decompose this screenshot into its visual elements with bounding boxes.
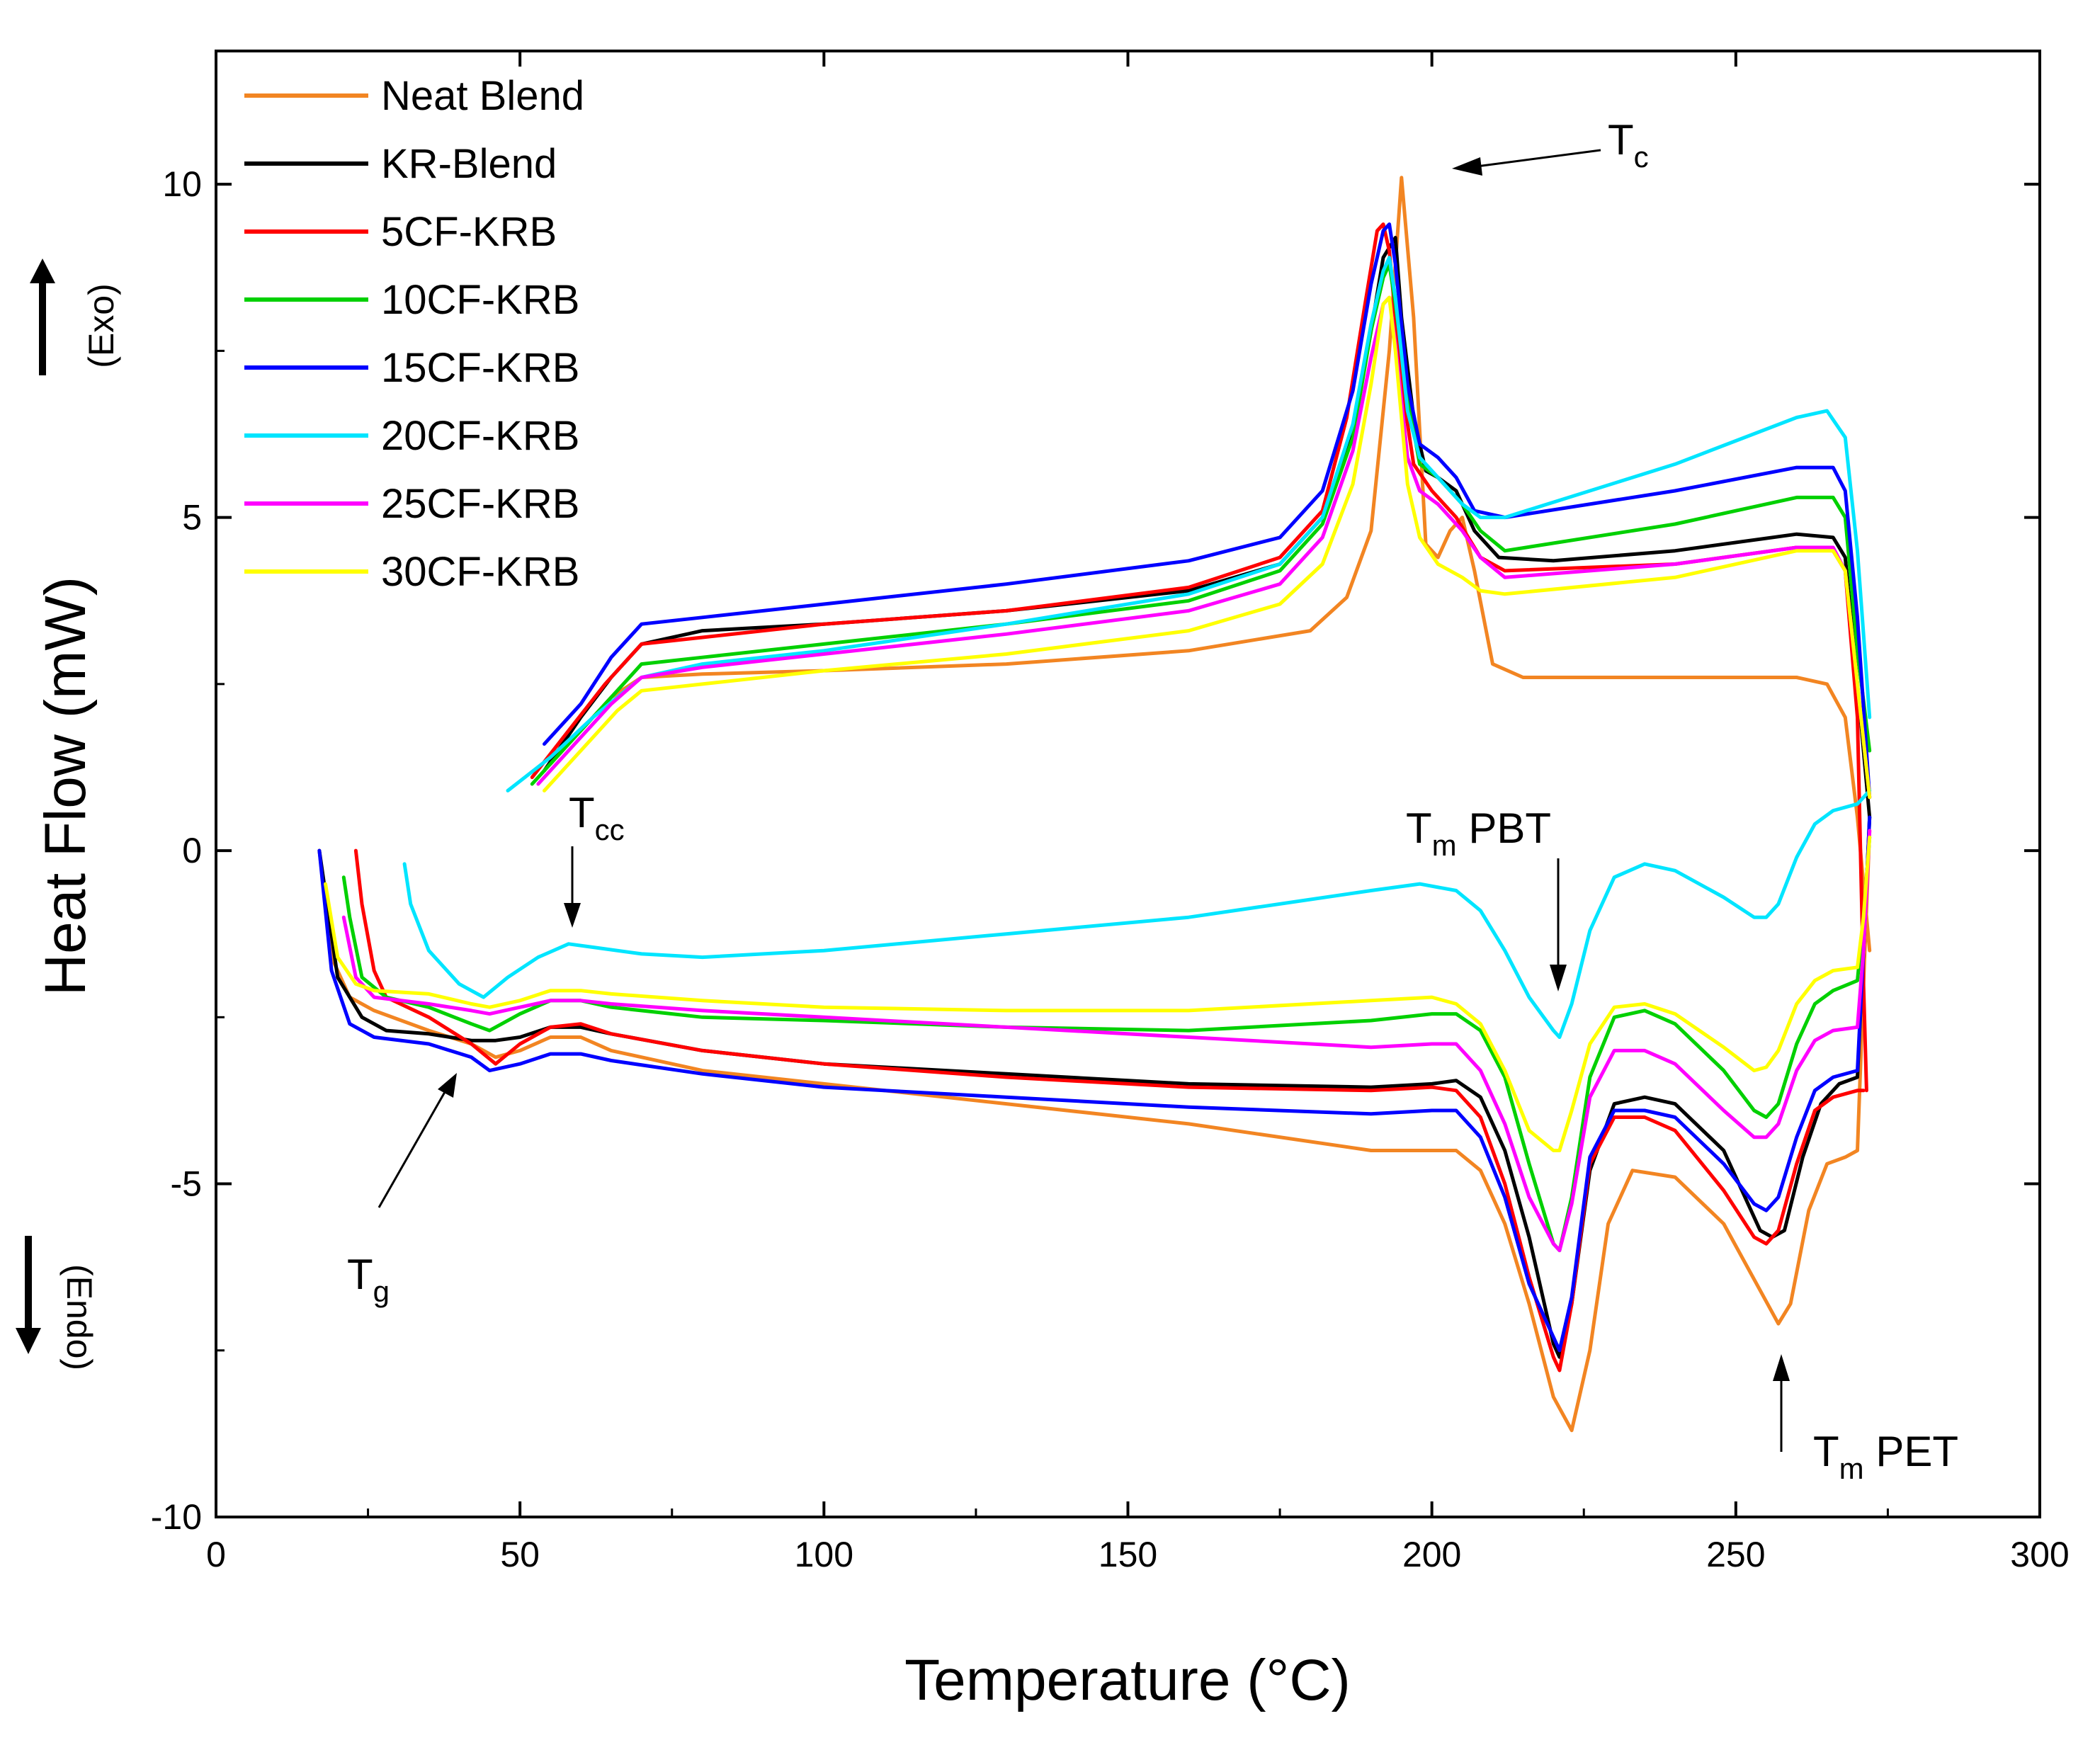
- tc-label: Tc: [1608, 116, 1649, 174]
- x-tick-label: 0: [206, 1535, 226, 1574]
- series-8-heating-line: [324, 835, 1872, 1152]
- legend-label: 30CF-KRB: [381, 549, 579, 595]
- tg-arrow: [378, 1086, 449, 1208]
- endo-label: (Endo): [59, 1264, 99, 1370]
- series-2-cooling-line: [543, 236, 1872, 819]
- legend-label: KR-Blend: [381, 141, 557, 187]
- series-lines: [317, 176, 1872, 1433]
- tg-arrow-head: [438, 1073, 457, 1098]
- x-tick-label: 150: [1099, 1535, 1157, 1574]
- exo-arrow-head: [30, 258, 55, 283]
- tm-pet-label: Tm PET: [1813, 1428, 1958, 1485]
- x-tick-label: 100: [795, 1535, 853, 1574]
- x-tick-label: 250: [1706, 1535, 1765, 1574]
- tm-pet-arrow-head: [1773, 1354, 1790, 1381]
- legend-label: 25CF-KRB: [381, 481, 579, 527]
- series-4-heating-line: [341, 835, 1872, 1253]
- series-7-cooling-line: [536, 295, 1872, 800]
- annotation-tcc: Tcc: [564, 789, 625, 928]
- series-6-cooling-line: [506, 256, 1872, 792]
- series-6-heating-line: [402, 788, 1872, 1039]
- series-4-cooling-line: [530, 262, 1872, 786]
- y-tick-label: -10: [151, 1497, 202, 1537]
- y-axis-title: Heat Flow (mW): [33, 576, 98, 996]
- x-tick-label: 200: [1402, 1535, 1461, 1574]
- x-axis-title: Temperature (°C): [904, 1648, 1351, 1712]
- series-7-heating-line: [341, 829, 1872, 1253]
- endo-indicator: (Endo): [16, 1236, 99, 1370]
- series-1-heating-line: [317, 829, 1872, 1433]
- y-tick-label: -5: [171, 1164, 202, 1204]
- tc-arrow-head: [1452, 157, 1482, 176]
- annotation-tm-pbt: Tm PBT: [1406, 805, 1567, 992]
- legend-label: 15CF-KRB: [381, 345, 579, 391]
- legend-label: 5CF-KRB: [381, 209, 557, 255]
- annotation-tg: Tg: [347, 1073, 457, 1308]
- series-2-heating-line: [317, 815, 1872, 1359]
- series-8-cooling-line: [543, 295, 1872, 800]
- annotation-tm-pet: Tm PET: [1773, 1354, 1958, 1485]
- exo-indicator: (Exo): [30, 258, 121, 375]
- y-tick-label: 10: [162, 164, 202, 204]
- series-1-cooling-line: [548, 176, 1872, 953]
- tcc-label: Tcc: [569, 789, 625, 846]
- tm-pbt-label: Tm PBT: [1406, 805, 1551, 862]
- annotation-tc: Tc: [1452, 116, 1649, 176]
- tc-arrow: [1476, 149, 1601, 168]
- y-tick-label: 0: [182, 831, 202, 870]
- legend-label: Neat Blend: [381, 73, 584, 119]
- series-5-heating-line: [317, 815, 1872, 1353]
- plot-frame: [215, 50, 2041, 1518]
- endo-arrow-head: [16, 1328, 41, 1354]
- exo-label: (Exo): [81, 283, 121, 368]
- x-tick-label: 300: [2010, 1535, 2069, 1574]
- series-3-cooling-line: [530, 222, 1868, 1093]
- tg-label: Tg: [347, 1251, 390, 1308]
- legend-label: 10CF-KRB: [381, 277, 579, 323]
- y-tick-label: 5: [182, 498, 202, 538]
- axis-ticks: 0 50 100 150 200 250 300 -10 -5 0 5 10: [151, 51, 2070, 1574]
- legend-label: 20CF-KRB: [381, 413, 579, 459]
- legend: Neat Blend KR-Blend 5CF-KRB 10CF-KRB 15CF-KR…: [244, 73, 584, 595]
- series-5-cooling-line: [543, 222, 1872, 800]
- tcc-arrow-head: [564, 903, 581, 928]
- series-3-heating-line: [353, 848, 1866, 1373]
- tm-pbt-arrow-head: [1550, 965, 1567, 992]
- x-tick-label: 50: [500, 1535, 540, 1574]
